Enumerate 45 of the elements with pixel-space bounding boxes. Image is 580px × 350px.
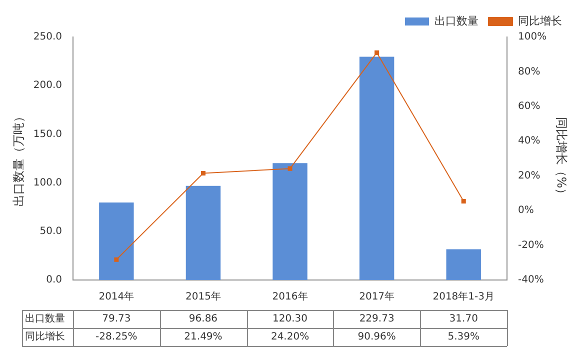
text: 出口数量 — [25, 314, 65, 325]
y-tick-label: 50.0 — [40, 226, 62, 237]
legend-label: 同比增长 — [518, 14, 562, 28]
data-label: 5.39% — [448, 332, 480, 343]
y2-tick-label: 60% — [518, 101, 540, 112]
y2-axis-title: 同比增长（%） — [554, 116, 569, 200]
point — [114, 257, 119, 262]
data-label: 120.30 — [272, 314, 308, 325]
data-label: 24.20% — [270, 332, 310, 343]
data-label: 90.96% — [358, 332, 396, 343]
bar — [99, 202, 134, 280]
bar — [359, 56, 394, 280]
x-tick-label: 2015年 — [185, 290, 221, 303]
y2-tick-label: -40% — [518, 274, 544, 286]
y-tick-label: 250.0 — [33, 32, 62, 43]
y2-tick-label: 20% — [518, 170, 540, 182]
legend-label: 出口数量 — [434, 14, 478, 28]
data-label: 21.49% — [184, 332, 222, 343]
x-tick-label: 2017年 — [359, 290, 395, 303]
data-label: 96.86 — [188, 314, 218, 325]
y2-tick-label: -20% — [518, 240, 544, 251]
data-label: 79.73 — [102, 314, 131, 325]
y2-tick-label: 40% — [518, 136, 540, 147]
text: 同比增长 — [25, 332, 65, 343]
bar — [272, 163, 308, 280]
point — [200, 171, 206, 176]
data-label: 31.70 — [449, 314, 478, 325]
y-tick-label: 0.0 — [46, 274, 62, 286]
y2-tick-label: 80% — [518, 66, 540, 78]
y2-tick-label: 100% — [518, 32, 547, 43]
bar — [446, 249, 481, 280]
y-axis-title: 出口数量（万吨） — [11, 110, 26, 206]
x-tick-label: 2016年 — [272, 290, 308, 303]
bar — [186, 186, 221, 280]
point — [461, 198, 466, 204]
point — [288, 166, 292, 171]
y-tick-label: 200.0 — [33, 80, 62, 92]
point — [374, 50, 380, 55]
x-tick-label: 2014年 — [98, 290, 134, 303]
y-tick-label: 100.0 — [33, 177, 62, 188]
x-tick-label: 2018年1-3月 — [432, 290, 495, 303]
data-label: -28.25% — [96, 332, 138, 343]
y2-tick-label: 0% — [518, 205, 534, 216]
y-tick-label: 150.0 — [33, 128, 62, 140]
data-label: 229.73 — [359, 314, 394, 325]
